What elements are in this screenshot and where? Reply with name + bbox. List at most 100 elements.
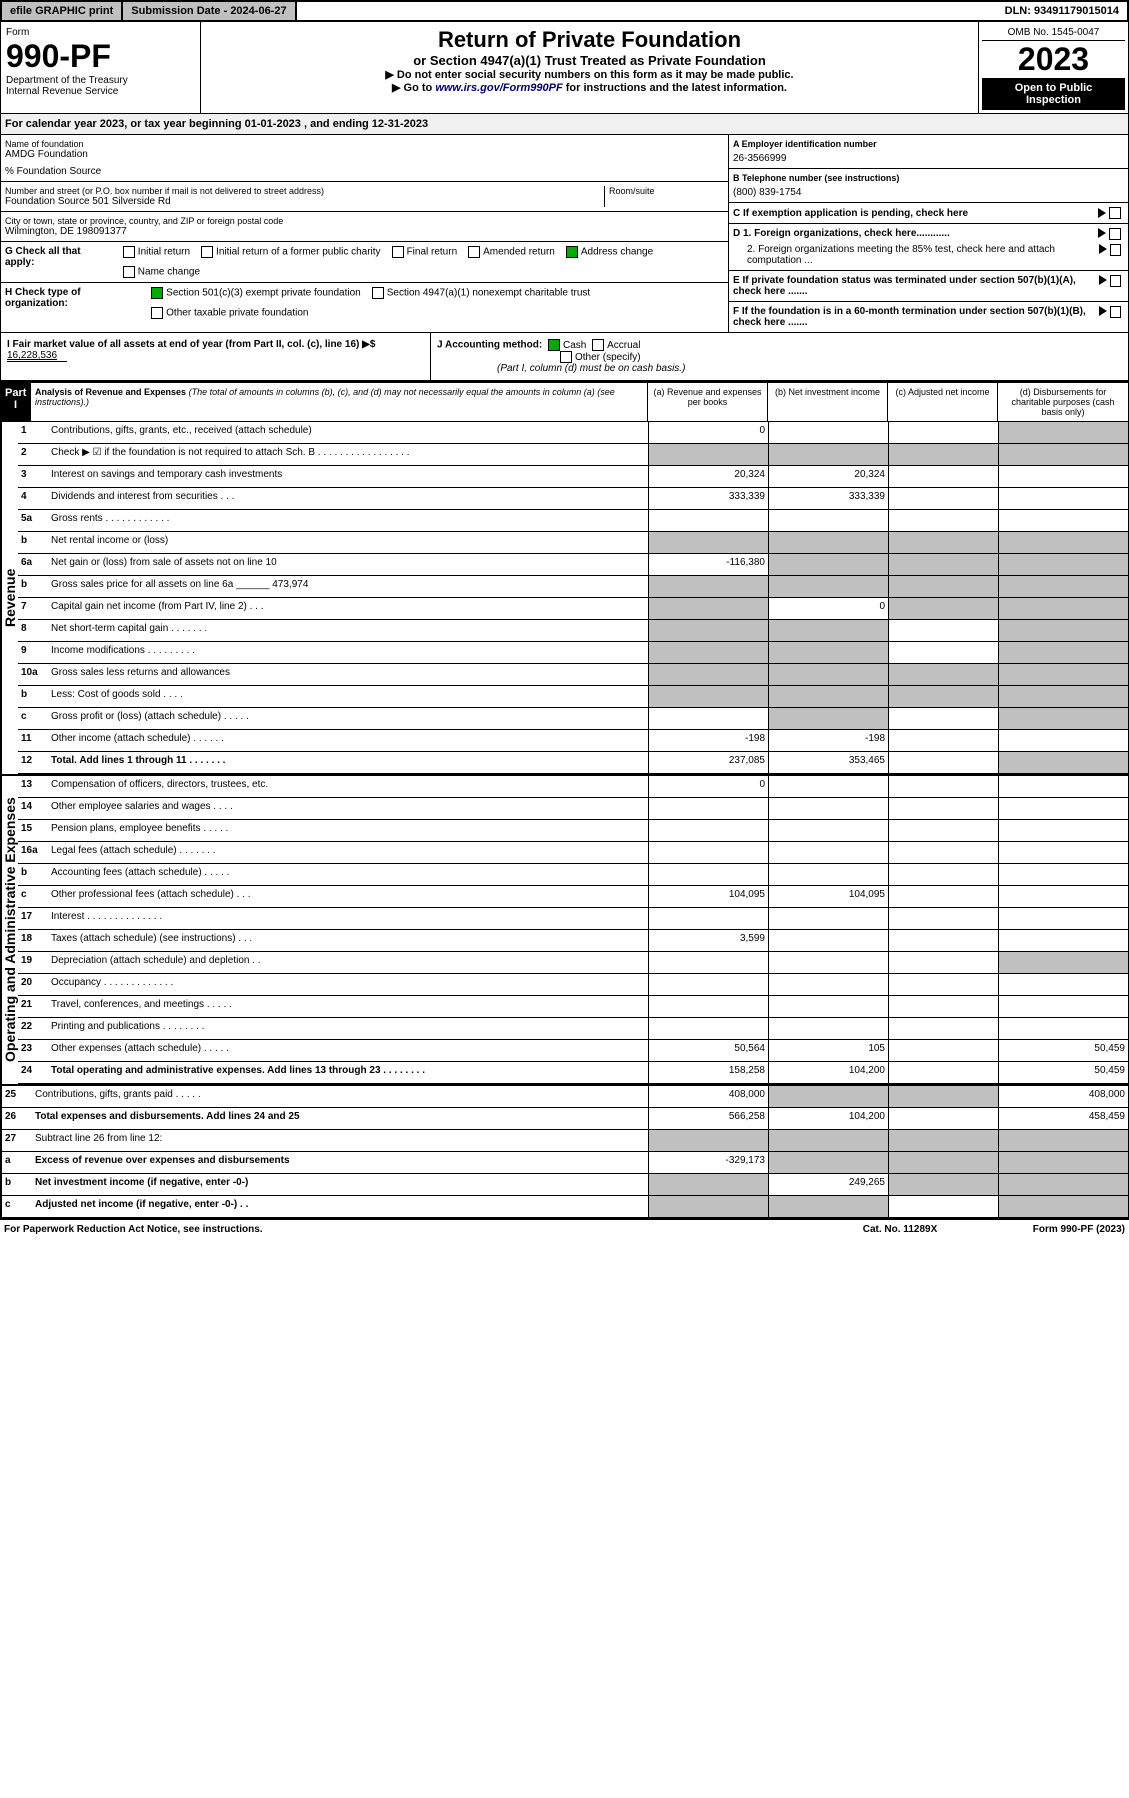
- g-opt-amended[interactable]: Amended return: [465, 246, 555, 258]
- cell-d: [998, 776, 1128, 797]
- cell-d: [998, 730, 1128, 751]
- h-opt-501c3[interactable]: Section 501(c)(3) exempt private foundat…: [148, 287, 361, 299]
- table-row: 17Interest . . . . . . . . . . . . . .: [18, 908, 1128, 930]
- cell-a: -329,173: [648, 1152, 768, 1173]
- row-label: Printing and publications . . . . . . . …: [48, 1018, 648, 1039]
- row-num: 27: [2, 1130, 32, 1151]
- c-checkbox[interactable]: [1109, 207, 1121, 219]
- h-label: H Check type of organization:: [5, 287, 138, 319]
- cell-a: [648, 820, 768, 841]
- g-opt-initial[interactable]: Initial return: [120, 246, 190, 258]
- row-num: 4: [18, 488, 48, 509]
- cell-d: [998, 488, 1128, 509]
- info-left: Name of foundation AMDG Foundation % Fou…: [1, 135, 728, 332]
- info-right: A Employer identification number 26-3566…: [728, 135, 1128, 332]
- cell-c: [888, 974, 998, 995]
- address: Foundation Source 501 Silverside Rd: [5, 196, 604, 207]
- table-row: cAdjusted net income (if negative, enter…: [2, 1196, 1128, 1218]
- j-accrual[interactable]: Accrual: [589, 340, 640, 351]
- cell-c: [888, 554, 998, 575]
- efile-label[interactable]: efile GRAPHIC print: [2, 2, 123, 20]
- col-header: Part I Analysis of Revenue and Expenses …: [1, 382, 1128, 422]
- cell-b: 20,324: [768, 466, 888, 487]
- cell-d: [998, 642, 1128, 663]
- phone: (800) 839-1754: [733, 187, 1124, 198]
- row-label: Interest . . . . . . . . . . . . . .: [48, 908, 648, 929]
- row-num: 14: [18, 798, 48, 819]
- form-label: Form: [6, 27, 195, 38]
- j-label: J Accounting method:: [437, 340, 542, 351]
- row-num: 6a: [18, 554, 48, 575]
- cell-b: 249,265: [768, 1174, 888, 1195]
- cell-d: [998, 996, 1128, 1017]
- e-checkbox[interactable]: [1110, 275, 1121, 287]
- row-label: Accounting fees (attach schedule) . . . …: [48, 864, 648, 885]
- cell-c: [888, 708, 998, 729]
- cell-c: [888, 798, 998, 819]
- cell-b: [768, 820, 888, 841]
- row-num: c: [2, 1196, 32, 1217]
- cell-c: [888, 996, 998, 1017]
- cell-c: [888, 842, 998, 863]
- table-row: 27Subtract line 26 from line 12:: [2, 1130, 1128, 1152]
- omb-number: OMB No. 1545-0047: [982, 25, 1125, 41]
- cell-a: [648, 532, 768, 553]
- cell-b: [768, 532, 888, 553]
- cell-b: [768, 554, 888, 575]
- g-opt-final[interactable]: Final return: [389, 246, 458, 258]
- d1-checkbox[interactable]: [1109, 228, 1121, 240]
- d2-checkbox[interactable]: [1110, 244, 1121, 256]
- f-checkbox[interactable]: [1110, 306, 1121, 318]
- cell-d: [998, 864, 1128, 885]
- row-label: Less: Cost of goods sold . . . .: [48, 686, 648, 707]
- row-num: 11: [18, 730, 48, 751]
- cell-a: [648, 598, 768, 619]
- g-opt-address[interactable]: Address change: [563, 246, 653, 258]
- i-label: I Fair market value of all assets at end…: [7, 339, 375, 350]
- table-row: 3Interest on savings and temporary cash …: [18, 466, 1128, 488]
- row-num: c: [18, 886, 48, 907]
- row-num: 18: [18, 930, 48, 951]
- row-label: Net investment income (if negative, ente…: [32, 1174, 648, 1195]
- g-opt-name[interactable]: Name change: [120, 266, 200, 278]
- cell-b: [768, 974, 888, 995]
- h-opt-4947[interactable]: Section 4947(a)(1) nonexempt charitable …: [369, 287, 590, 299]
- cell-a: [648, 686, 768, 707]
- i-block: I Fair market value of all assets at end…: [1, 333, 431, 380]
- cell-a: [648, 642, 768, 663]
- cell-a: -198: [648, 730, 768, 751]
- cell-c: [888, 444, 998, 465]
- row-num: b: [18, 686, 48, 707]
- cell-c: [888, 1152, 998, 1173]
- row-num: 23: [18, 1040, 48, 1061]
- cell-a: [648, 908, 768, 929]
- row-num: 22: [18, 1018, 48, 1039]
- submission-date: Submission Date - 2024-06-27: [123, 2, 296, 20]
- cell-a: [648, 510, 768, 531]
- j-cash[interactable]: Cash: [545, 340, 586, 351]
- table-row: aExcess of revenue over expenses and dis…: [2, 1152, 1128, 1174]
- row-label: Net short-term capital gain . . . . . . …: [48, 620, 648, 641]
- ein-row: A Employer identification number 26-3566…: [729, 135, 1128, 169]
- table-row: 16aLegal fees (attach schedule) . . . . …: [18, 842, 1128, 864]
- row-num: 9: [18, 642, 48, 663]
- cell-d: [998, 466, 1128, 487]
- row-label: Other income (attach schedule) . . . . .…: [48, 730, 648, 751]
- irs-link[interactable]: www.irs.gov/Form990PF: [435, 82, 562, 94]
- g-opt-initial-former[interactable]: Initial return of a former public charit…: [198, 246, 381, 258]
- cell-b: [768, 996, 888, 1017]
- cell-d: [998, 1196, 1128, 1217]
- j-other[interactable]: Other (specify): [557, 352, 641, 363]
- cell-a: 0: [648, 776, 768, 797]
- h-opt-other[interactable]: Other taxable private foundation: [148, 307, 308, 319]
- cell-b: [768, 1086, 888, 1107]
- table-row: 21Travel, conferences, and meetings . . …: [18, 996, 1128, 1018]
- table-row: 5aGross rents . . . . . . . . . . . .: [18, 510, 1128, 532]
- row-num: 5a: [18, 510, 48, 531]
- cell-a: [648, 1130, 768, 1151]
- table-row: cGross profit or (loss) (attach schedule…: [18, 708, 1128, 730]
- cell-d: [998, 952, 1128, 973]
- d1-label: D 1. Foreign organizations, check here..…: [733, 228, 950, 240]
- dln: DLN: 93491179015014: [997, 2, 1127, 20]
- col-b: (b) Net investment income: [768, 383, 888, 421]
